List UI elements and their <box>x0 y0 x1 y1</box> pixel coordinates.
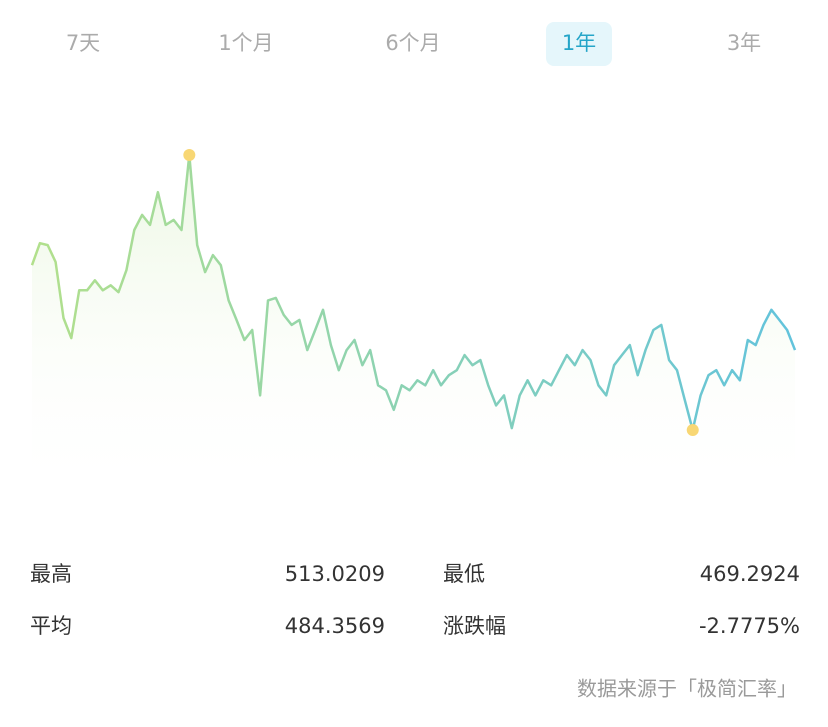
extreme-marker <box>183 149 196 161</box>
tab-highlight <box>546 22 612 66</box>
stat-value: 469.2924 <box>700 562 800 586</box>
area <box>32 155 795 500</box>
stat-label: 涨跌幅 <box>443 614 506 638</box>
tab[interactable]: 1年 <box>562 31 596 55</box>
stat-label: 最低 <box>443 562 485 586</box>
stat-value: 484.3569 <box>285 614 385 638</box>
tab[interactable]: 3年 <box>727 31 761 55</box>
data-source: 数据来源于「极简汇率」 <box>577 677 797 701</box>
stat-value: 513.0209 <box>285 562 385 586</box>
stat-label: 最高 <box>30 562 72 586</box>
extreme-marker <box>686 424 699 436</box>
stat-label: 平均 <box>30 614 72 638</box>
tab[interactable]: 6个月 <box>385 31 440 55</box>
tab[interactable]: 1个月 <box>218 31 273 55</box>
stat-value: -2.7775% <box>699 614 800 638</box>
line <box>30 153 797 432</box>
tab[interactable]: 7天 <box>66 31 100 55</box>
